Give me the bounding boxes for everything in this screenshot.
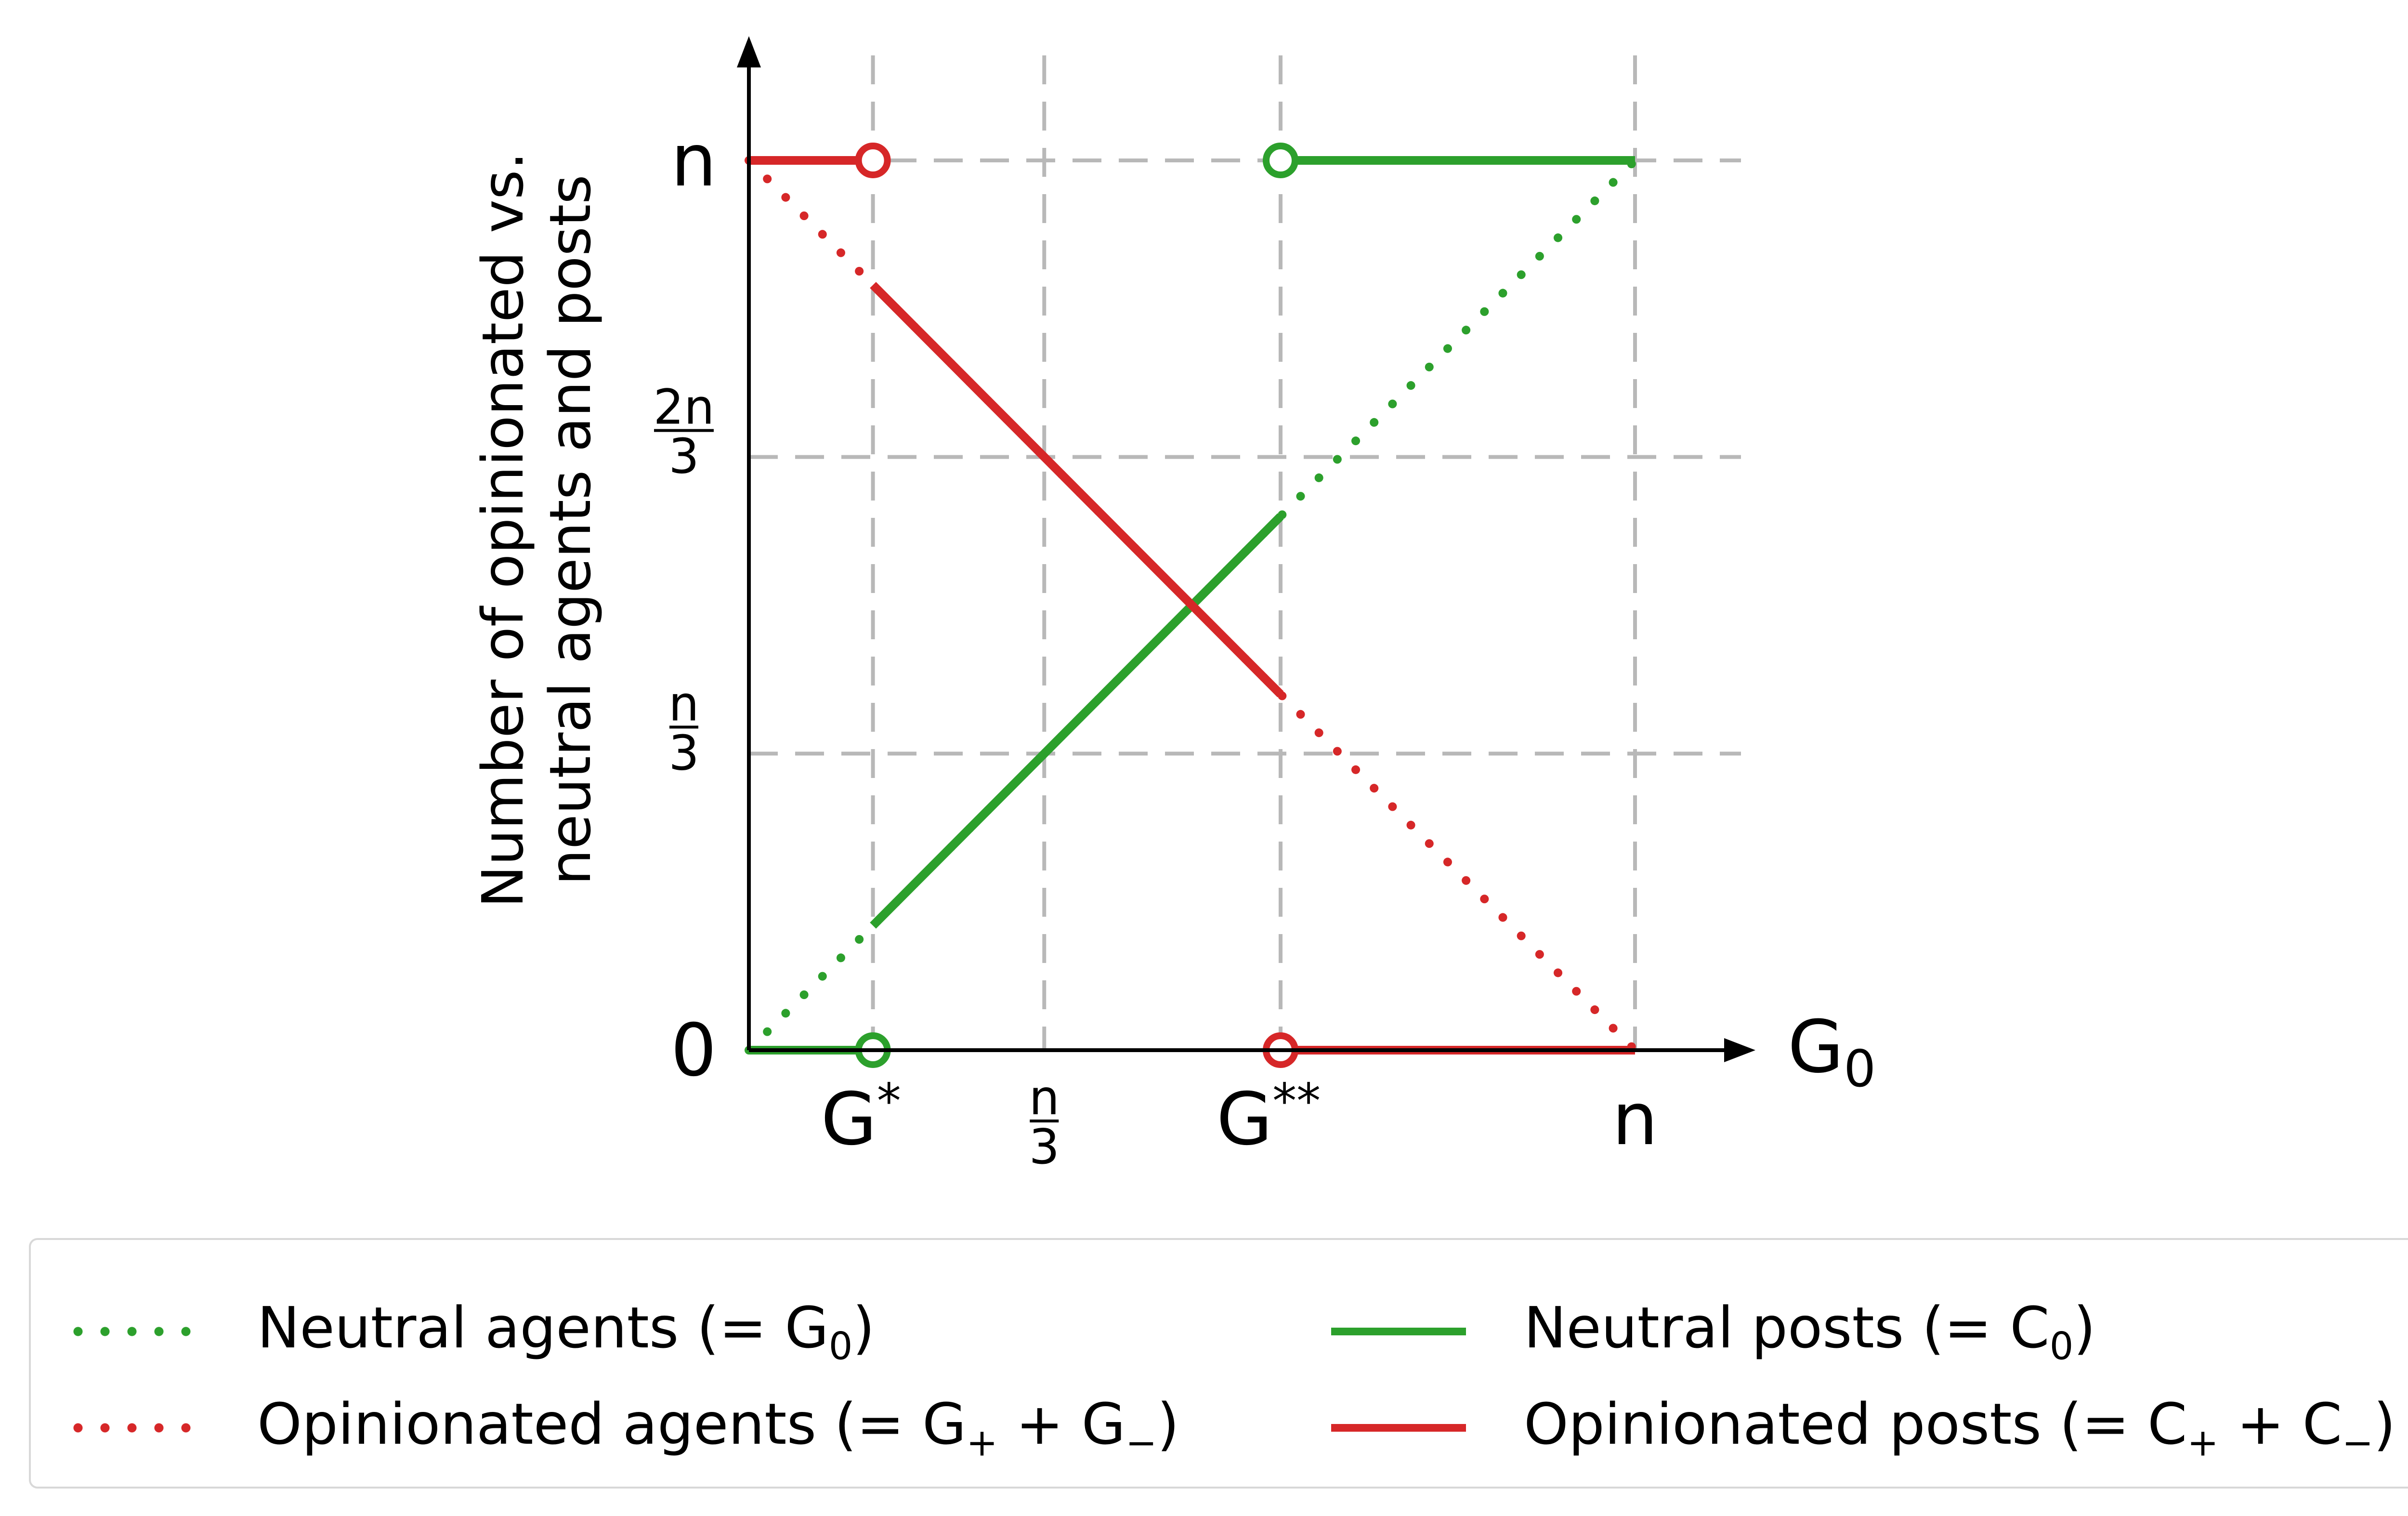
legend-math: = G <box>719 1294 829 1361</box>
series-neutral-posts-segment-1 <box>870 513 1284 929</box>
y-tick-label-2: 2n3 <box>653 379 714 485</box>
legend-item-neutral-agents: Neutral agents (= G0) <box>65 1293 875 1370</box>
legend-symbol-dotted <box>65 1327 199 1336</box>
legend-math: ) <box>1157 1391 1179 1458</box>
y-axis-label: Number of opinionated vs.neutral agents … <box>470 152 603 908</box>
open-marker-0 <box>855 143 891 178</box>
x-tick-label-0: G* <box>821 1073 901 1161</box>
legend-label: Opinionated posts (= C+ + C−) <box>1524 1391 2396 1465</box>
y-axis-label-text: Number of opinionated vs.neutral agents … <box>470 152 603 908</box>
open-marker-2 <box>1263 143 1298 178</box>
legend-math: = C <box>1944 1294 2050 1361</box>
legend-label: Opinionated agents (= G+ + G−) <box>257 1391 1179 1465</box>
y-tick-label-1-denominator: 3 <box>668 725 699 781</box>
x-tick-label-3: n <box>1612 1078 1658 1161</box>
legend-symbol-solid <box>1331 1423 1466 1433</box>
x-tick-label-1-denominator: 3 <box>1029 1119 1060 1175</box>
y-tick-label-3: n <box>671 119 717 203</box>
x-axis-label: G0 <box>1788 1005 1876 1098</box>
legend-math: = C <box>2081 1391 2187 1458</box>
legend: Neutral agents (= G0) Opinionated agents… <box>29 1238 2408 1489</box>
legend-math: + C <box>2218 1391 2342 1458</box>
legend-math: + G <box>997 1391 1126 1458</box>
legend-label: Neutral agents (= G0) <box>257 1294 875 1369</box>
y-axis-arrow <box>737 36 761 67</box>
legend-math: ) <box>852 1294 875 1361</box>
x-tick-label-1: n3 <box>1029 1069 1060 1175</box>
legend-subscript: + <box>2187 1421 2219 1465</box>
legend-math: ) <box>2073 1294 2096 1361</box>
legend-math: ) <box>2373 1391 2396 1458</box>
legend-subscript: − <box>2342 1421 2374 1465</box>
legend-subscript: − <box>1125 1421 1157 1465</box>
legend-label: Neutral posts (= C0) <box>1524 1294 2096 1369</box>
x-tick-label-superscript: ** <box>1272 1073 1321 1129</box>
y-tick-label-2-denominator: 3 <box>668 428 699 485</box>
y-axis-label-line-1: neutral agents and posts <box>537 174 603 885</box>
x-axis-arrow <box>1724 1038 1755 1062</box>
legend-item-neutral-posts: Neutral posts (= C0) <box>1331 1293 2095 1370</box>
series-layer <box>745 143 1639 1068</box>
legend-item-opinionated-agents: Opinionated agents (= G+ + G−) <box>65 1389 1179 1466</box>
grid <box>749 55 1741 1050</box>
legend-symbol-dotted <box>65 1423 199 1433</box>
x-axis-label-subscript: 0 <box>1844 1040 1876 1098</box>
axes <box>737 36 1755 1062</box>
x-tick-label-2: G** <box>1217 1073 1321 1161</box>
legend-subscript: + <box>966 1421 998 1465</box>
series-opinionated-posts-segment-1 <box>870 282 1284 698</box>
y-tick-label-1-numerator: n <box>668 675 699 732</box>
y-tick-label-1: n3 <box>668 675 699 781</box>
legend-item-opinionated-posts: Opinionated posts (= C+ + C−) <box>1331 1389 2395 1466</box>
legend-math: = G <box>856 1391 967 1458</box>
x-tick-label-superscript: * <box>877 1073 901 1129</box>
y-tick-label-2-numerator: 2n <box>653 379 714 435</box>
legend-subscript: 0 <box>2049 1325 2074 1369</box>
y-axis-label-line-0: Number of opinionated vs. <box>470 152 536 908</box>
legend-symbol-solid <box>1331 1327 1466 1336</box>
y-tick-label-0: 0 <box>671 1009 717 1093</box>
x-tick-label-1-numerator: n <box>1029 1069 1060 1126</box>
legend-subscript: 0 <box>828 1325 853 1369</box>
